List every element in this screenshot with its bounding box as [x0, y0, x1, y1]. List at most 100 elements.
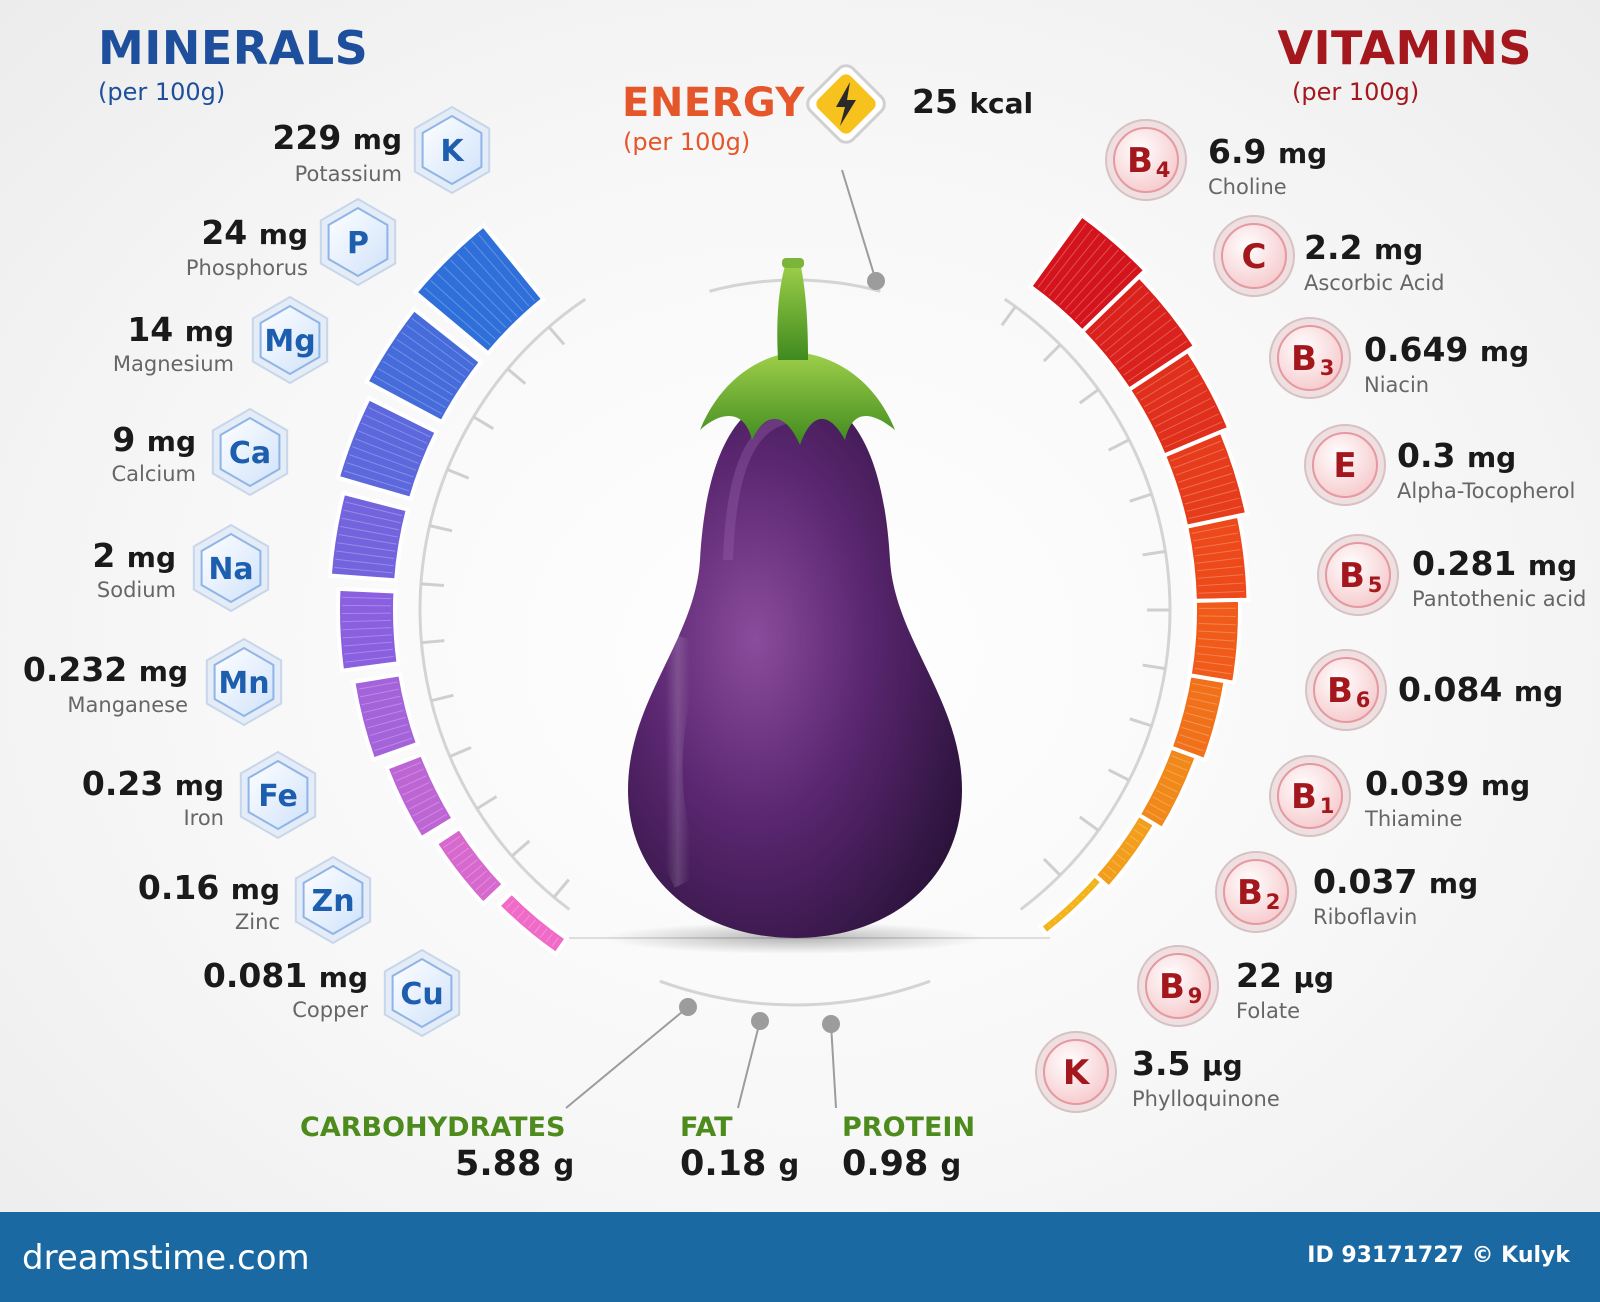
dial-tick — [506, 367, 527, 385]
dial-ring-bottom — [659, 979, 931, 1007]
hexagon-badge-icon: Cu — [383, 948, 461, 1038]
dial-tick — [449, 746, 472, 758]
mineral-bar-zn — [432, 825, 507, 907]
dial-tick — [430, 693, 454, 703]
mineral-name: Sodium — [96, 578, 176, 602]
vitamin-letter: C — [1242, 237, 1267, 277]
vitamin-letter: E — [1333, 446, 1356, 486]
lightning-bolt-icon — [806, 64, 886, 144]
mineral-symbol: Ca — [229, 436, 271, 471]
dial-tick — [1142, 663, 1166, 671]
mineral-amount: 0.232 mg — [22, 650, 188, 689]
dial-tick — [420, 582, 444, 587]
hexagon-badge-icon: Mg — [251, 295, 329, 385]
dial-ring-right — [1003, 297, 1172, 911]
vitamin-letter: B — [1339, 556, 1365, 596]
vitamin-circle-badge-icon: C — [1213, 215, 1295, 297]
vitamin-subscript: 6 — [1356, 688, 1371, 712]
mineral-name: Potassium — [294, 162, 402, 186]
dial-tick — [1078, 388, 1100, 405]
vitamin-amount: 22 µg — [1236, 956, 1335, 995]
vitamin-subscript: 2 — [1266, 890, 1281, 914]
dial-tick — [1000, 305, 1017, 327]
vitamin-letter: B — [1291, 339, 1317, 379]
footer-credit: ID 93171727 © Kulyk — [1307, 1243, 1570, 1268]
mineral-bar-arc — [327, 222, 570, 957]
minerals-title: MINERALS — [98, 21, 369, 75]
pointer-dots — [679, 272, 885, 1033]
dial-tick — [1107, 768, 1130, 782]
dial-tick — [476, 795, 498, 810]
mineral-amount: 2 mg — [92, 536, 176, 575]
vitamin-subscript: 1 — [1320, 794, 1335, 818]
mineral-amount: 0.16 mg — [137, 868, 280, 907]
vitamin-amount: 0.039 mg — [1365, 764, 1531, 803]
vitamin-badges: B 4CB 3EB 5B 6B 1B 2B 9K — [1035, 119, 1399, 1113]
fat-value: 0.18 g — [680, 1144, 800, 1184]
vitamin-circle-badge-icon: E — [1304, 424, 1386, 506]
mineral-bar-ca — [327, 490, 411, 583]
dial-tick — [510, 839, 531, 858]
vitamin-letter: B — [1159, 967, 1185, 1007]
vitamin-subscript: 4 — [1156, 158, 1171, 182]
mineral-amount: 24 mg — [201, 213, 308, 252]
mineral-symbol: Fe — [258, 779, 298, 814]
vitamin-bar-k — [1037, 872, 1106, 938]
dial — [418, 278, 1172, 1007]
eggplant-calyx — [700, 352, 895, 445]
footer-logo: dreamstime.com — [22, 1238, 310, 1278]
dial-tick — [1107, 438, 1130, 452]
mineral-amount: 0.081 mg — [202, 956, 368, 995]
hexagon-badge-icon: Mn — [205, 637, 283, 727]
vitamin-bar-b2 — [1135, 744, 1200, 832]
vitamin-letter: B — [1291, 777, 1317, 817]
vitamin-amount: 6.9 mg — [1208, 132, 1328, 171]
vitamin-amount: 0.037 mg — [1313, 862, 1479, 901]
vitamin-letter: B — [1327, 671, 1353, 711]
mineral-bar-cu — [495, 889, 570, 957]
footer-bar: dreamstime.com ID 93171727 © Kulyk — [0, 1212, 1600, 1302]
vitamin-name: Alpha-Tocopherol — [1397, 479, 1576, 503]
vitamin-amount: 0.281 mg — [1412, 544, 1578, 583]
vitamin-name: Pantothenic acid — [1412, 587, 1587, 611]
mineral-name: Phosphorus — [185, 256, 308, 280]
mineral-bar-fe — [383, 751, 457, 842]
vitamin-amount: 3.5 µg — [1132, 1044, 1243, 1083]
dial-tick — [1042, 857, 1062, 877]
mineral-symbol: Na — [208, 552, 253, 587]
energy-value: 25 kcal — [912, 82, 1033, 121]
eggplant-body — [628, 395, 962, 938]
mineral-amount: 229 mg — [272, 118, 402, 157]
dial-tick — [552, 878, 570, 899]
vitamin-subscript: 3 — [1320, 356, 1335, 380]
dial-tick — [547, 325, 566, 346]
dial-tick — [1142, 549, 1166, 557]
fat-label: FAT — [680, 1112, 733, 1143]
vitamin-name: Choline — [1208, 175, 1287, 199]
dial-tick — [429, 524, 453, 533]
mineral-symbol: Mg — [264, 324, 315, 359]
vitamin-amount: 0.649 mg — [1364, 330, 1530, 369]
mineral-bar-mg — [335, 395, 440, 502]
vitamin-amount: 0.3 mg — [1397, 436, 1517, 475]
mineral-symbol: P — [347, 226, 369, 261]
vitamin-amount: 2.2 mg — [1304, 228, 1424, 267]
protein-label: PROTEIN — [842, 1112, 976, 1143]
mineral-badges: K P Mg Ca Na Mn Fe Zn Cu — [192, 105, 491, 1038]
energy-subtitle: (per 100g) — [623, 128, 751, 156]
dial-tick — [1042, 343, 1062, 363]
energy-unit: kcal — [969, 87, 1034, 120]
mineral-name: Calcium — [111, 462, 196, 486]
vitamin-name: Phylloquinone — [1132, 1087, 1280, 1111]
hexagon-badge-icon: Ca — [211, 407, 289, 497]
vitamin-name: Thiamine — [1365, 807, 1463, 831]
mineral-amount: 14 mg — [127, 310, 234, 349]
vitamin-name: Niacin — [1364, 373, 1430, 397]
mineral-name: Manganese — [67, 693, 188, 717]
vitamin-name: Folate — [1236, 999, 1301, 1023]
vitamin-letter: K — [1063, 1053, 1091, 1093]
vitamin-name: Ascorbic Acid — [1304, 271, 1445, 295]
